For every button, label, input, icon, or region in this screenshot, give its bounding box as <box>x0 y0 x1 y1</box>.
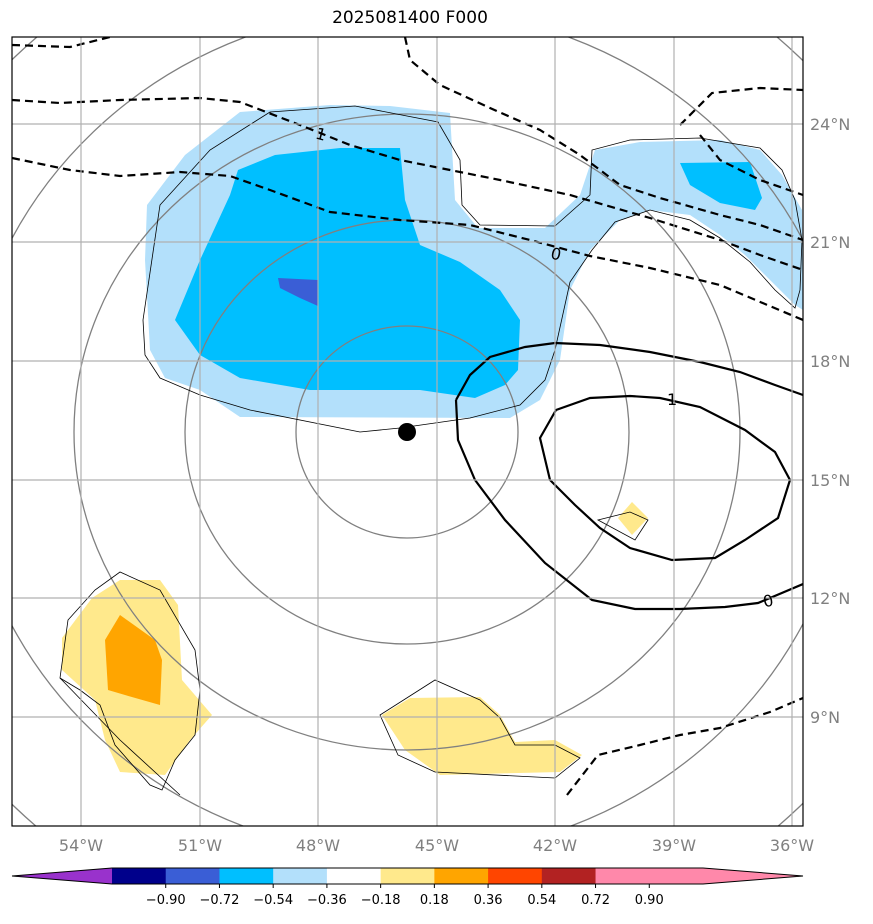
colorbar-tick-label: −0.72 <box>200 893 240 908</box>
contour-dash-7 <box>566 696 803 796</box>
colorbar-tick-label: 0.54 <box>527 893 556 908</box>
colorbar: −0.90 −0.72 −0.54 −0.36 −0.18 0.18 0.36 0.54 0.7… <box>11 867 804 908</box>
lon-tick-36w: 36°W <box>770 836 814 855</box>
lon-tick-48w: 48°W <box>296 836 340 855</box>
contour-dash-2 <box>12 96 803 272</box>
colorbar-tick-label: −0.90 <box>146 893 186 908</box>
colorbar-tick-label: −0.18 <box>361 893 401 908</box>
colorbar-tick-label: 0.72 <box>581 893 610 908</box>
dashed-contours <box>12 37 803 796</box>
colorbar-bin <box>273 868 328 884</box>
colorbar-extend-min <box>12 868 112 884</box>
storm-center-marker <box>398 423 416 441</box>
lon-tick-51w: 51°W <box>178 836 222 855</box>
colorbar-tick-label: −0.54 <box>253 893 293 908</box>
negative-anomaly-blue-east <box>680 162 762 210</box>
colorbar-tick-label: 0.90 <box>635 893 664 908</box>
positive-anomaly-west-orange <box>105 615 162 705</box>
contour-one-solid <box>538 394 792 562</box>
negative-anomaly-dark <box>278 278 318 306</box>
colorbar-bin <box>380 868 435 884</box>
range-ring-3 <box>73 113 741 751</box>
colorbar-bin <box>488 868 543 884</box>
colorbar-tick-label: 0.36 <box>474 893 503 908</box>
contour-label-pos0: 0 <box>761 591 775 612</box>
map-title: 2025081400 F000 <box>332 8 488 28</box>
lon-tick-45w: 45°W <box>415 836 459 855</box>
graticule <box>12 37 803 826</box>
lat-tick-24n: 24°N <box>810 115 850 134</box>
lat-tick-15n: 15°N <box>810 471 850 490</box>
lat-tick-9n: 9°N <box>810 708 840 727</box>
contour-label-pos1: 1 <box>667 390 677 409</box>
lon-tick-42w: 42°W <box>533 836 577 855</box>
outline-small <box>596 511 649 541</box>
colorbar-outline <box>11 867 804 885</box>
colorbar-bin <box>165 868 220 884</box>
contour-dash-1 <box>12 37 111 49</box>
outline-west <box>59 571 201 791</box>
negative-anomaly-blue <box>175 148 520 398</box>
colorbar-bin <box>434 868 489 884</box>
contour-label-neg1: 1 <box>314 124 329 145</box>
colorbar-extend-max <box>703 868 803 884</box>
lon-tick-54w: 54°W <box>59 836 103 855</box>
contour-zero-solid <box>455 341 803 401</box>
colorbar-bin <box>595 868 650 884</box>
lat-tick-12n: 12°N <box>810 589 850 608</box>
lat-tick-18n: 18°N <box>810 352 850 371</box>
colorbar-tick-label: 0.18 <box>420 893 449 908</box>
lat-tick-21n: 21°N <box>810 233 850 252</box>
solid-contours <box>454 341 803 611</box>
colorbar-bin <box>326 868 382 884</box>
colorbar-bin <box>112 868 167 884</box>
contour-zero-solid-b <box>454 399 803 611</box>
lon-tick-labels: 54°W 51°W 48°W 45°W 42°W 39°W 36°W <box>59 836 814 855</box>
contour-dash-3 <box>12 156 803 322</box>
contour-label-neg0: 0 <box>549 244 563 265</box>
contour-labels: 1 0 1 0 <box>314 124 776 612</box>
positive-anomaly-south <box>382 697 582 775</box>
outline-southwest-line <box>59 677 181 796</box>
lon-tick-39w: 39°W <box>652 836 696 855</box>
colorbar-bin <box>541 868 597 884</box>
colorbar-bin <box>649 868 704 884</box>
positive-anomaly-small <box>618 502 648 535</box>
outline-negative <box>142 105 803 433</box>
contour-dash-5 <box>679 86 803 126</box>
contour-dash-6 <box>699 134 803 197</box>
lat-tick-labels: 24°N 21°N 18°N 15°N 12°N 9°N <box>810 115 850 727</box>
colorbar-bin <box>219 868 274 884</box>
range-ring-1 <box>295 325 519 539</box>
map-frame <box>11 36 804 827</box>
colorbar-tick-label: −0.36 <box>307 893 347 908</box>
